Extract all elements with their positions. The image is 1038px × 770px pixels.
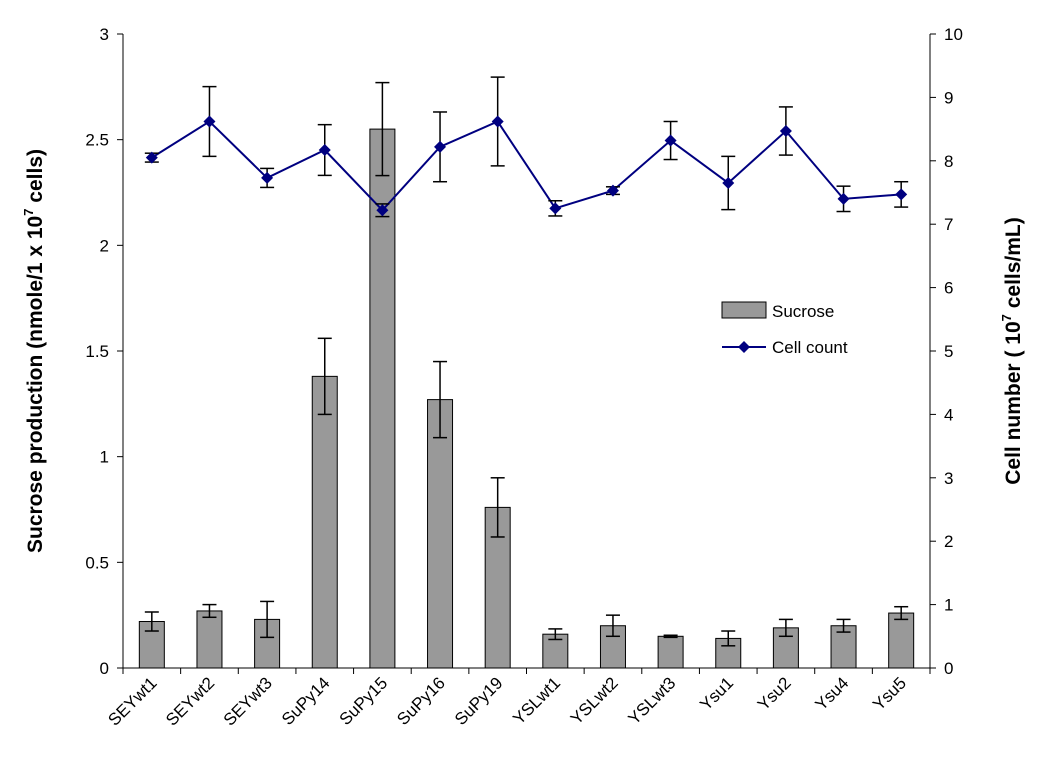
left-axis: 0 0.5 1 1.5 2 2.5 3 <box>85 25 124 678</box>
cell-count-point <box>203 115 216 128</box>
x-tick-label: YSLwt1 <box>509 673 564 728</box>
cell-count-point <box>549 202 562 215</box>
right-tick-label: 5 <box>944 342 953 361</box>
cell-count-line <box>151 120 902 212</box>
sucrose-bar <box>369 128 396 669</box>
cell-count-point <box>895 188 908 201</box>
x-tick-label: Ysu1 <box>696 673 737 714</box>
left-tick-label: 0 <box>100 659 109 678</box>
cell-count-point <box>145 151 158 164</box>
legend-swatch-sucrose <box>721 301 767 319</box>
right-tick-label: 3 <box>944 469 953 488</box>
sucrose-bar <box>484 506 511 669</box>
sucrose-bar <box>196 610 223 669</box>
cell-count-point <box>434 140 447 153</box>
left-tick-label: 1 <box>100 448 109 467</box>
x-tick-label: SuPy14 <box>278 673 334 729</box>
x-tick-label: Ysu5 <box>869 673 910 714</box>
legend-marker-cell-count <box>738 341 750 353</box>
x-axis: SEYwt1 SEYwt2 SEYwt3 SuPy14 SuPy15 SuPy16 SuPy… <box>104 667 931 730</box>
left-tick-label: 2.5 <box>85 131 109 150</box>
right-tick-label: 9 <box>944 88 953 107</box>
x-tick-label: SEYwt1 <box>104 673 160 729</box>
cell-count-point <box>491 115 504 128</box>
x-tick-label: YSLwt2 <box>567 673 622 728</box>
sucrose-bar <box>311 375 338 669</box>
right-tick-label: 7 <box>944 215 953 234</box>
cell-count-point <box>606 184 619 197</box>
right-tick-label: 6 <box>944 279 953 298</box>
legend-label-sucrose: Sucrose <box>772 302 834 321</box>
right-tick-label: 8 <box>944 152 953 171</box>
right-axis: 0 1 2 3 4 5 6 7 8 9 10 <box>929 25 963 678</box>
sucrose-bar <box>542 633 569 669</box>
sucrose-bar <box>427 399 454 669</box>
legend-label-cell-count: Cell count <box>772 338 848 357</box>
right-axis-title: Cell number ( 107 cells/mL) <box>999 217 1025 485</box>
x-tick-label: Ysu4 <box>812 673 853 714</box>
cell-count-point <box>722 176 735 189</box>
x-tick-label: Ysu2 <box>754 673 795 714</box>
left-tick-label: 2 <box>100 236 109 255</box>
x-tick-label: SuPy15 <box>336 673 392 729</box>
x-tick-label: SEYwt2 <box>162 673 218 729</box>
right-tick-label: 10 <box>944 25 963 44</box>
left-axis-title: Sucrose production (nmole/1 x 107 cells) <box>21 149 47 553</box>
right-tick-label: 4 <box>944 405 953 424</box>
right-tick-label: 0 <box>944 659 953 678</box>
x-tick-label: SEYwt3 <box>220 673 276 729</box>
right-tick-label: 2 <box>944 532 953 551</box>
right-tick-label: 1 <box>944 596 953 615</box>
x-tick-label: SuPy16 <box>393 673 449 729</box>
left-tick-label: 1.5 <box>85 342 109 361</box>
x-tick-label: YSLwt3 <box>625 673 680 728</box>
sucrose-bar <box>657 635 684 669</box>
sucrose-bars <box>138 128 915 669</box>
cell-count-point <box>261 171 274 184</box>
x-tick-label: SuPy19 <box>451 673 507 729</box>
cell-count-point <box>376 204 389 217</box>
left-tick-label: 0.5 <box>85 553 109 572</box>
cell-count-point <box>318 144 331 157</box>
sucrose-error-bars <box>144 81 909 647</box>
cell-count-series <box>144 76 909 218</box>
cell-count-point <box>779 125 792 138</box>
cell-count-point <box>837 192 850 205</box>
sucrose-bar <box>888 612 915 669</box>
left-tick-label: 3 <box>100 25 109 44</box>
legend: Sucrose Cell count <box>721 301 848 357</box>
cell-count-point <box>664 134 677 147</box>
